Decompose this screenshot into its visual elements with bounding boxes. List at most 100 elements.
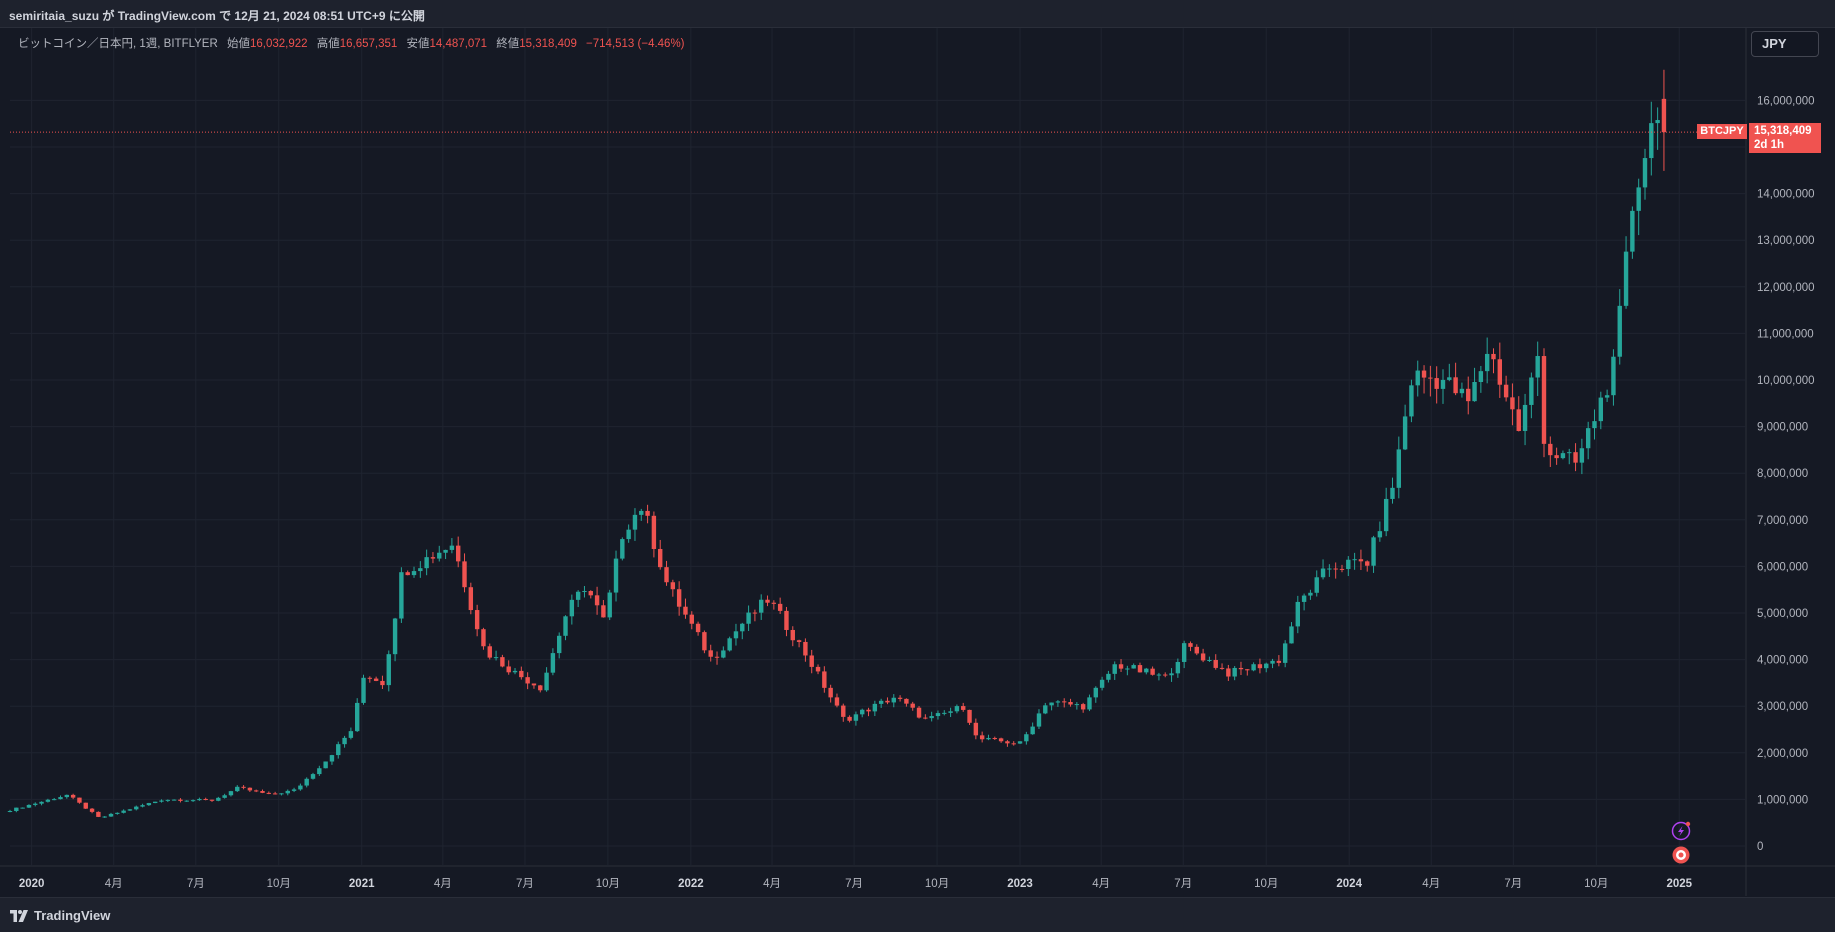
candle (310, 772, 316, 780)
candle (948, 707, 953, 718)
candle-body (531, 683, 537, 686)
candle (443, 549, 448, 560)
candle-body (1036, 713, 1042, 727)
candle-body (563, 616, 568, 636)
candle (291, 787, 297, 793)
candle (1175, 658, 1181, 678)
candle-body (771, 602, 777, 604)
candle-body (493, 657, 499, 659)
candle (1232, 666, 1237, 681)
candle (702, 630, 707, 654)
candle (1434, 366, 1439, 404)
x-tick-label: 2022 (678, 878, 704, 890)
candle (506, 660, 511, 675)
candle-body (702, 632, 707, 651)
candle-body (626, 529, 631, 540)
candle-body (1636, 187, 1641, 211)
chart-area[interactable]: 16,000,00015,000,00014,000,00013,000,000… (0, 28, 1835, 896)
candle (14, 807, 19, 813)
candle-body (1510, 397, 1515, 410)
candle (683, 598, 688, 619)
candle (676, 581, 682, 616)
candle-body (1169, 673, 1174, 676)
candle (695, 621, 701, 636)
candle-body (1207, 660, 1212, 662)
candle-body (765, 599, 770, 603)
candle-body (178, 799, 183, 801)
candle (197, 797, 202, 801)
candle-body (203, 798, 208, 800)
candle-body (190, 800, 196, 802)
candle-body (1661, 98, 1667, 133)
candle-body (1497, 359, 1503, 385)
candle-body (1522, 404, 1528, 431)
legend-low: 14,487,071 (429, 38, 488, 50)
candle-body (1390, 487, 1395, 499)
candle-body (285, 790, 290, 794)
price-axis[interactable]: 16,000,00015,000,00014,000,00013,000,000… (1757, 95, 1815, 853)
candle-body (430, 557, 436, 559)
candle (1579, 438, 1585, 475)
candle (487, 643, 492, 660)
candle-body (588, 591, 593, 596)
candle (1043, 702, 1048, 715)
candle (266, 791, 272, 795)
candle (853, 711, 859, 726)
tradingview-brand[interactable]: TradingView (10, 908, 110, 923)
candle-body (380, 680, 385, 686)
candle (550, 648, 556, 676)
candle-body (935, 713, 941, 717)
candle-body (1295, 601, 1300, 627)
candle (910, 701, 915, 711)
candle (127, 808, 133, 812)
y-tick-label: 5,000,000 (1757, 608, 1808, 620)
candle-body (1560, 453, 1566, 459)
candle (203, 797, 208, 801)
lightning-icon[interactable] (1671, 821, 1691, 841)
candle-body (1611, 356, 1616, 396)
candle (70, 793, 76, 800)
x-tick-label: 10月 (267, 878, 291, 890)
candle-body (923, 717, 928, 719)
candle (1099, 676, 1105, 691)
y-tick-label: 16,000,000 (1757, 95, 1815, 107)
candle (1428, 365, 1433, 397)
candle-body (1270, 660, 1275, 664)
candle (1049, 702, 1054, 711)
candle-body (1087, 697, 1092, 710)
candle-body (1219, 667, 1225, 669)
candle-body (1535, 356, 1540, 378)
currency-button[interactable]: JPY (1751, 31, 1819, 57)
candle-body (487, 646, 492, 658)
candle (885, 697, 890, 705)
candle-body (594, 595, 600, 606)
candle-body (481, 629, 486, 647)
candle (1226, 664, 1231, 681)
legend-close: 15,318,409 (519, 38, 577, 50)
record-icon[interactable] (1672, 846, 1690, 864)
time-axis[interactable]: 2020 4月 7月 10月 2021 4月 7月 10月 2022 4月 7月 10月 2023 4月 7… (19, 878, 1693, 890)
legend-close-label: 終値 (496, 38, 520, 50)
candle-body (1484, 353, 1490, 372)
chart-legend: ビットコイン／日本円, 1週, BITFLYER 始値16,032,922 高値… (18, 35, 685, 51)
overlay-icons[interactable] (1671, 821, 1691, 864)
candle (992, 736, 997, 740)
candle (998, 737, 1004, 743)
candle-body (1649, 123, 1654, 159)
candle (607, 589, 612, 621)
candle-body (1447, 377, 1452, 380)
candlestick-chart[interactable]: 16,000,00015,000,00014,000,00013,000,000… (0, 28, 1835, 896)
x-tick-label: 7月 (845, 878, 863, 890)
candle (140, 803, 145, 808)
candle (575, 590, 581, 608)
candle-body (1282, 643, 1288, 663)
candle-body (1573, 452, 1578, 463)
y-tick-label: 11,000,000 (1757, 328, 1814, 340)
candle (645, 504, 650, 524)
candle-body (1030, 726, 1035, 735)
candle (1055, 700, 1061, 707)
candle (1264, 662, 1269, 673)
candle-body (1257, 664, 1263, 669)
candles (7, 69, 1667, 818)
candle-body (1118, 664, 1124, 669)
